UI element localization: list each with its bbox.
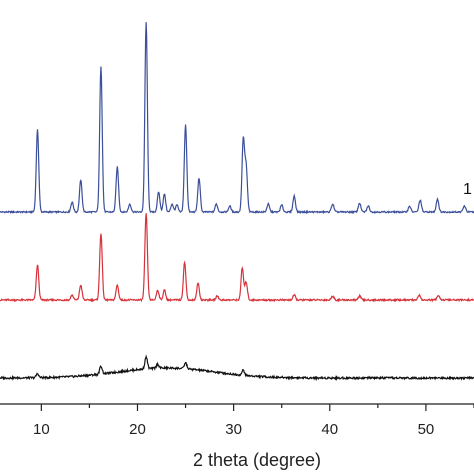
series-line-2 <box>0 354 474 382</box>
x-tick-label: 30 <box>225 421 242 438</box>
x-tick-label: 10 <box>33 421 50 438</box>
x-axis-title: 2 theta (degree) <box>193 450 321 470</box>
x-tick-label: 40 <box>321 421 338 438</box>
series-line-0 <box>0 22 474 215</box>
series-annotation: 1 <box>463 181 472 198</box>
x-tick-label: 20 <box>129 421 146 438</box>
x-axis-ticks: 10 20 30 40 50 <box>33 404 474 438</box>
plot-area <box>0 22 474 382</box>
x-tick-label: 50 <box>418 421 435 438</box>
series-line-1 <box>0 213 474 303</box>
